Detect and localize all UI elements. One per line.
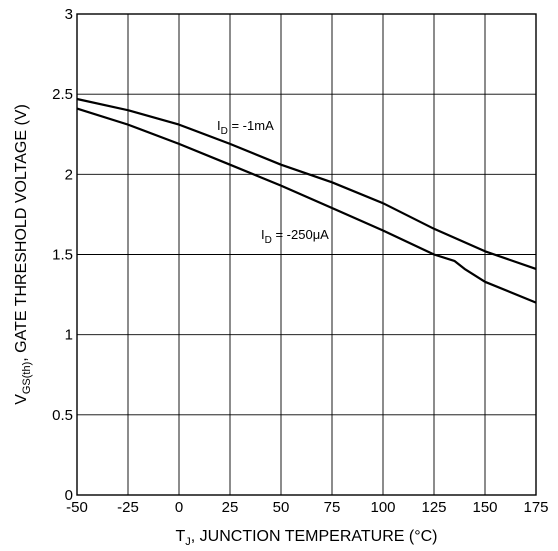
x-tick-label: -25 (117, 499, 139, 516)
series-label-1ma: ID = -1mA (217, 118, 274, 137)
x-tick-label: 0 (175, 499, 183, 516)
x-tick-label: 125 (421, 499, 446, 516)
y-tick-label: 1 (65, 327, 73, 344)
x-axis-title-rest: , JUNCTION TEMPERATURE (°C) (191, 528, 438, 545)
series-line-1 (76, 107, 537, 304)
series-label-250ua: ID = -250μA (261, 227, 329, 246)
y-axis-title-sub: GS(th) (21, 362, 33, 394)
x-axis-title: TJ, JUNCTION TEMPERATURE (°C) (176, 528, 438, 548)
y-axis-title: VGS(th), GATE THRESHOLD VOLTAGE (V) (13, 104, 33, 405)
x-tick-label: 25 (222, 499, 239, 516)
y-tick-label: 3 (65, 6, 73, 23)
x-axis-title-main: T (176, 528, 186, 545)
x-tick-label: 75 (324, 499, 341, 516)
series-label-1ma-sub: D (221, 126, 228, 137)
series-label-250ua-sub: D (265, 235, 272, 246)
series-label-250ua-rest: = -250μA (272, 227, 329, 242)
y-tick-label: 1.5 (52, 247, 73, 264)
y-tick-labels: 0 0.5 1 1.5 2 2.5 3 (52, 6, 73, 504)
y-axis-title-main: V (13, 394, 30, 405)
plot-frame (76, 13, 537, 496)
y-tick-label: 2.5 (52, 86, 73, 103)
x-axis-title-sub: J (185, 536, 191, 548)
series-line-0 (76, 97, 537, 270)
x-tick-label: 150 (472, 499, 497, 516)
x-tick-label: 100 (370, 499, 395, 516)
x-tick-label: 175 (523, 499, 548, 516)
grid (76, 13, 537, 496)
series-label-1ma-rest: = -1mA (228, 118, 274, 133)
series-label-1ma-main: I (217, 118, 221, 133)
y-tick-label: 0 (65, 487, 73, 504)
x-tick-label: -50 (66, 499, 88, 516)
y-tick-label: 0.5 (52, 407, 73, 424)
y-axis-title-rest: , GATE THRESHOLD VOLTAGE (V) (13, 104, 30, 362)
x-tick-labels: -50 -25 0 25 50 75 100 125 150 175 (66, 499, 548, 516)
y-tick-label: 2 (65, 166, 73, 183)
x-tick-label: 50 (273, 499, 290, 516)
series-layer (76, 97, 537, 304)
series-label-250ua-main: I (261, 227, 265, 242)
